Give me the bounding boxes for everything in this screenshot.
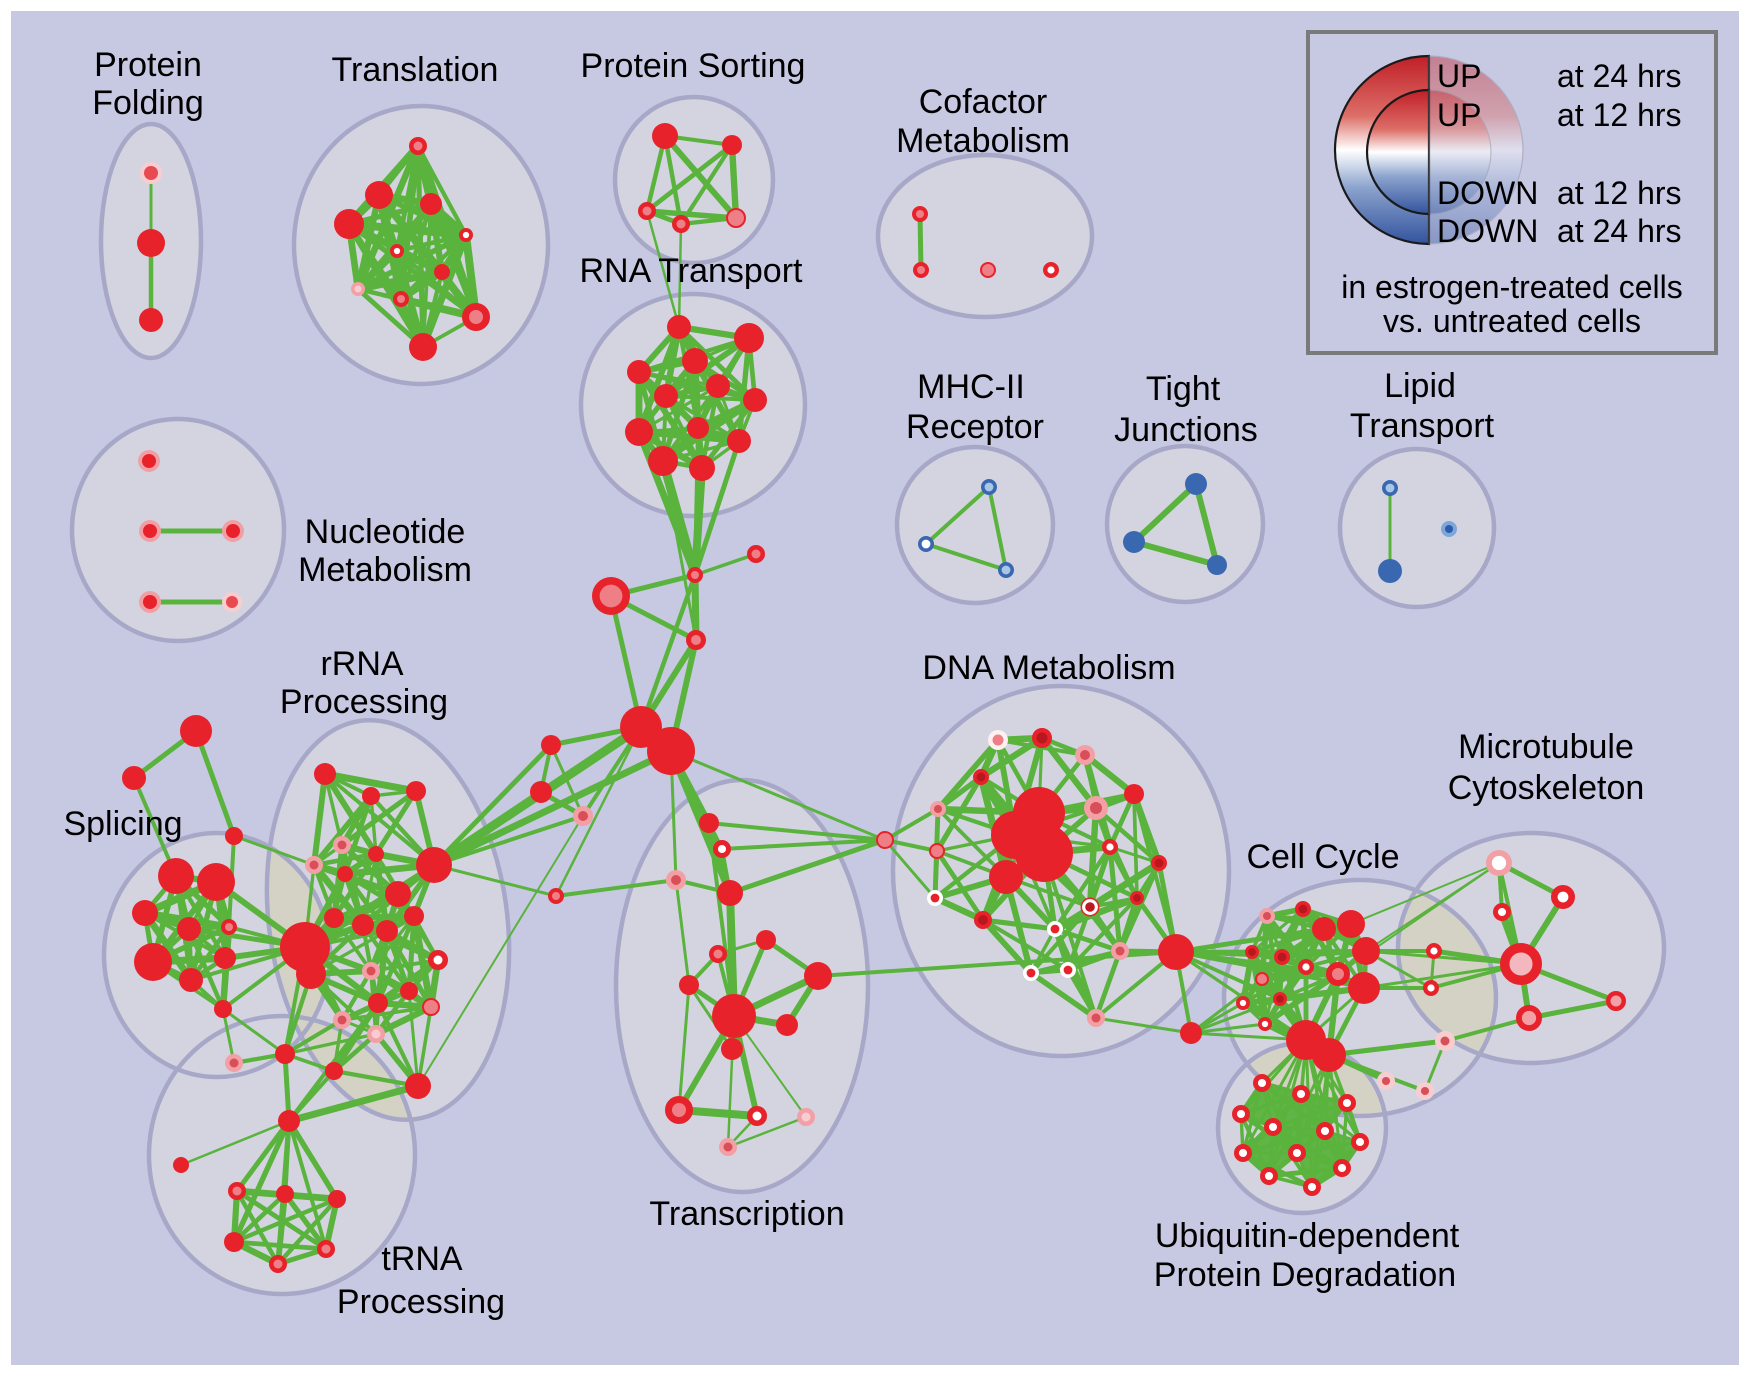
svg-text:DNA Metabolism: DNA Metabolism <box>922 649 1175 687</box>
svg-text:UP: UP <box>1437 97 1481 133</box>
svg-text:Translation: Translation <box>332 51 499 89</box>
svg-text:Protein Sorting: Protein Sorting <box>581 47 806 85</box>
svg-text:at 24 hrs: at 24 hrs <box>1557 213 1682 249</box>
svg-text:tRNA: tRNA <box>381 1240 463 1278</box>
svg-text:rRNA: rRNA <box>320 645 403 683</box>
svg-text:Junctions: Junctions <box>1114 411 1258 449</box>
svg-text:Transcription: Transcription <box>649 1195 844 1233</box>
svg-text:Transport: Transport <box>1350 407 1495 445</box>
svg-text:Microtubule: Microtubule <box>1458 728 1634 766</box>
svg-text:at 12 hrs: at 12 hrs <box>1557 97 1682 133</box>
svg-text:Processing: Processing <box>280 683 448 721</box>
svg-text:Splicing: Splicing <box>63 805 182 843</box>
svg-text:Ubiquitin-dependent: Ubiquitin-dependent <box>1155 1217 1460 1255</box>
svg-text:vs. untreated cells: vs. untreated cells <box>1383 303 1641 339</box>
svg-text:Receptor: Receptor <box>906 408 1044 446</box>
svg-text:at 12 hrs: at 12 hrs <box>1557 175 1682 211</box>
svg-text:Protein: Protein <box>94 46 202 84</box>
svg-text:Folding: Folding <box>92 84 204 122</box>
svg-text:Cofactor: Cofactor <box>919 83 1048 121</box>
svg-text:Lipid: Lipid <box>1384 367 1456 405</box>
svg-text:Processing: Processing <box>337 1283 505 1321</box>
svg-text:Cell Cycle: Cell Cycle <box>1246 838 1399 876</box>
svg-text:Metabolism: Metabolism <box>896 122 1070 160</box>
svg-text:Cytoskeleton: Cytoskeleton <box>1448 769 1645 807</box>
svg-text:UP: UP <box>1437 58 1481 94</box>
svg-text:Protein Degradation: Protein Degradation <box>1154 1256 1456 1294</box>
svg-text:RNA Transport: RNA Transport <box>580 252 804 290</box>
svg-text:Nucleotide: Nucleotide <box>305 513 466 551</box>
svg-text:MHC-II: MHC-II <box>917 368 1025 406</box>
svg-text:Metabolism: Metabolism <box>298 551 472 589</box>
svg-text:in estrogen-treated cells: in estrogen-treated cells <box>1341 269 1683 305</box>
svg-text:at 24 hrs: at 24 hrs <box>1557 58 1682 94</box>
svg-text:DOWN: DOWN <box>1437 175 1538 211</box>
svg-text:DOWN: DOWN <box>1437 213 1538 249</box>
svg-text:Tight: Tight <box>1146 370 1221 408</box>
